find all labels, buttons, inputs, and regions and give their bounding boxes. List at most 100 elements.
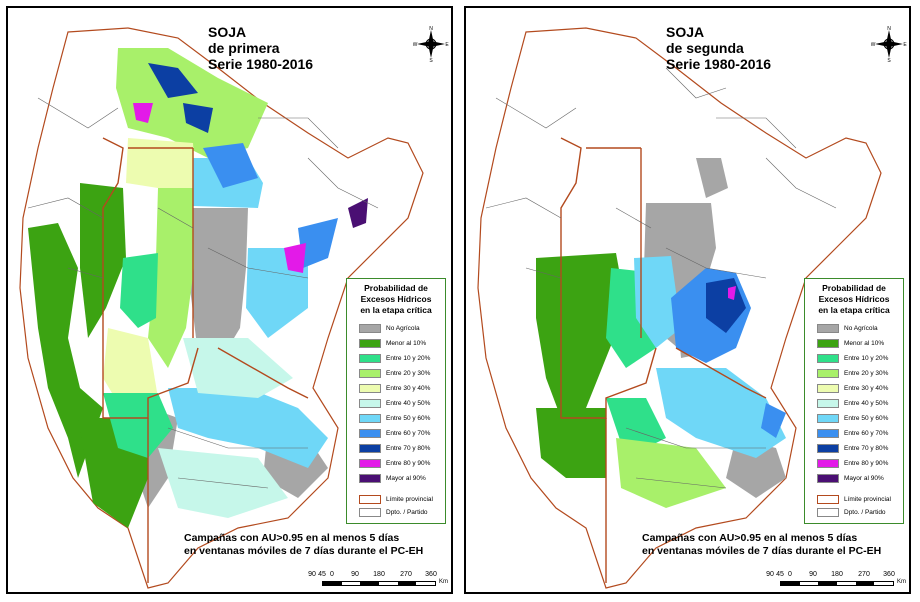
scale-bar: 90 45 0 90 180 270 360 Km	[766, 571, 908, 592]
legend-swatch	[817, 494, 839, 504]
legend-item: Mayor al 90%	[817, 473, 884, 483]
legend-swatch	[817, 443, 839, 453]
purple-patches	[348, 198, 368, 228]
legend-item: Entre 50 y 60%	[817, 413, 888, 423]
legend-title: Probabilidad de Excesos Hídricos en la e…	[805, 283, 903, 316]
compass-n: N	[887, 26, 891, 32]
legend-label: Límite provincial	[386, 495, 433, 503]
legend-item: Entre 80 y 90%	[817, 458, 888, 468]
map-soja-segunda	[477, 27, 882, 589]
legend-provincial-boundary: Límite provincial	[359, 494, 433, 504]
legend-title-line1: Probabilidad de	[364, 283, 428, 293]
legend-swatch	[359, 398, 381, 408]
scale-labels: 90 45 0 90 180 270 360	[308, 571, 450, 580]
legend-swatch	[817, 458, 839, 468]
lightgreen-band	[116, 48, 268, 368]
legend-label: Entre 40 y 50%	[386, 399, 431, 407]
compass-e: E	[903, 42, 907, 48]
legend-title-line2: Excesos Hídricos	[818, 294, 890, 304]
scale-unit: Km	[897, 579, 906, 585]
department-boundaries	[27, 97, 379, 489]
darkblue-patches	[706, 278, 746, 333]
title-crop: SOJA	[208, 24, 247, 40]
legend-swatch	[817, 383, 839, 393]
legend-item: Entre 10 y 20%	[817, 353, 888, 363]
legend-label: Dpto. / Partido	[844, 508, 886, 516]
scale-tick-label: 360	[883, 571, 895, 578]
legend-swatch	[817, 398, 839, 408]
legend-title-line2: Excesos Hídricos	[360, 294, 432, 304]
compass-rose-icon: N S E W	[413, 26, 449, 62]
scale-tick-label: 270	[400, 571, 412, 578]
legend-item: Entre 80 y 90%	[359, 458, 430, 468]
legend-item: Entre 50 y 60%	[359, 413, 430, 423]
legend-label: Entre 70 y 80%	[386, 444, 431, 452]
legend-label: No Agrícola	[844, 324, 878, 332]
scale-tick-label: 270	[858, 571, 870, 578]
compass-s: S	[429, 58, 433, 62]
legend-title: Probabilidad de Excesos Hídricos en la e…	[347, 283, 445, 316]
legend-label: Dpto. / Partido	[386, 508, 428, 516]
legend-swatch	[359, 443, 381, 453]
legend-item: Mayor al 90%	[359, 473, 426, 483]
legend: Probabilidad de Excesos Hídricos en la e…	[804, 278, 904, 524]
teal-band	[103, 253, 173, 458]
legend-item: Entre 30 y 40%	[359, 383, 430, 393]
legend-item: Menor al 10%	[817, 338, 884, 348]
legend-provincial-boundary: Límite provincial	[817, 494, 891, 504]
legend-label: Entre 40 y 50%	[844, 399, 889, 407]
legend-label: No Agrícola	[386, 324, 420, 332]
legend-label: Entre 10 y 20%	[844, 354, 889, 362]
legend-swatch	[817, 507, 839, 517]
compass-w: W	[871, 42, 876, 48]
legend-label: Entre 50 y 60%	[386, 414, 431, 422]
scale-tick-label: 360	[425, 571, 437, 578]
legend-swatch	[359, 473, 381, 483]
legend-item: Entre 20 y 30%	[359, 368, 430, 378]
legend-label: Entre 50 y 60%	[844, 414, 889, 422]
compass-s: S	[887, 58, 891, 62]
blue-patches	[203, 143, 338, 268]
lightgreen-band	[616, 438, 726, 508]
provincial-boundaries	[102, 137, 309, 583]
legend-item: Entre 70 y 80%	[817, 443, 888, 453]
legend-swatch	[817, 413, 839, 423]
legend-swatch	[817, 323, 839, 333]
department-boundaries	[485, 67, 837, 489]
legend-department-boundary: Dpto. / Partido	[817, 507, 886, 517]
scale-bar: 90 45 0 90 180 270 360 Km	[308, 571, 450, 592]
compass-rose-icon: N S E W	[871, 26, 907, 62]
legend: Probabilidad de Excesos Hídricos en la e…	[346, 278, 446, 524]
title-season: de primera	[208, 40, 280, 56]
magenta-patches	[133, 103, 306, 273]
caption-line2: en ventanas móviles de 7 días durante el…	[184, 545, 424, 557]
lightblue-band	[634, 256, 786, 458]
map-caption: Campañas con AU>0.95 en al menos 5 días …	[184, 532, 423, 558]
legend-item: Entre 40 y 50%	[359, 398, 430, 408]
legend-label: Límite provincial	[844, 495, 891, 503]
legend-item: No Agrícola	[359, 323, 420, 333]
legend-swatch	[359, 323, 381, 333]
legend-label: Mayor al 90%	[844, 474, 884, 482]
scale-tick-label: 0	[788, 571, 792, 578]
legend-swatch	[359, 494, 381, 504]
caption-line1: Campañas con AU>0.95 en al menos 5 días	[642, 532, 858, 544]
scale-tick-label: 90	[308, 571, 316, 578]
provincial-boundaries	[560, 137, 767, 583]
legend-label: Entre 30 y 40%	[844, 384, 889, 392]
legend-item: Entre 60 y 70%	[817, 428, 888, 438]
scale-bar-segments	[780, 581, 894, 586]
legend-label: Entre 20 y 30%	[844, 369, 889, 377]
scale-tick-label: 180	[831, 571, 843, 578]
legend-swatch	[359, 413, 381, 423]
legend-swatch	[359, 368, 381, 378]
title-season: de segunda	[666, 40, 744, 56]
legend-item: Entre 10 y 20%	[359, 353, 430, 363]
legend-label: Menor al 10%	[844, 339, 885, 347]
scale-tick-label: 90	[809, 571, 817, 578]
legend-swatch	[817, 428, 839, 438]
darkblue-patches	[148, 63, 213, 133]
paleyellow-band	[103, 138, 196, 403]
scale-tick-label: 0	[330, 571, 334, 578]
scale-tick-label: 180	[373, 571, 385, 578]
